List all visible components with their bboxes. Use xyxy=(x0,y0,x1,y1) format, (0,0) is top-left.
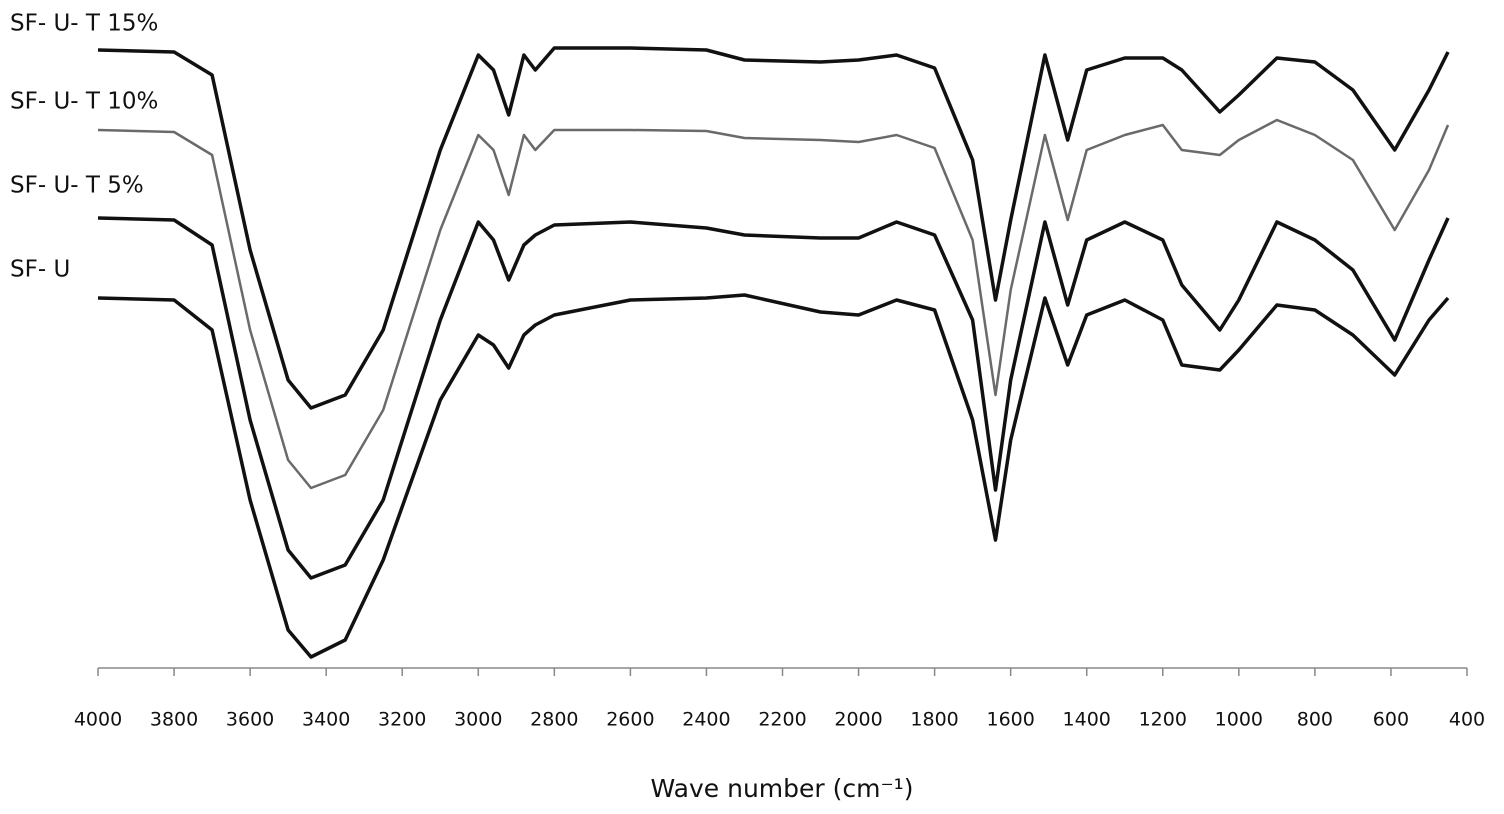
x-tick-label: 2000 xyxy=(834,709,882,731)
x-tick-label: 3800 xyxy=(150,709,198,731)
x-tick-label: 3400 xyxy=(302,709,350,731)
series-label: SF- U xyxy=(10,257,70,283)
spectrum-line xyxy=(97,216,1450,580)
x-tick-label: 2200 xyxy=(758,709,806,731)
x-tick-label: 1200 xyxy=(1139,709,1187,731)
series-label: SF- U- T 15% xyxy=(10,11,158,37)
series-label: SF- U- T 5% xyxy=(10,173,144,199)
spectrum-line xyxy=(97,118,1450,490)
x-tick-label: 400 xyxy=(1449,709,1485,731)
x-tick-label: 3200 xyxy=(378,709,426,731)
x-tick-label: 3000 xyxy=(454,709,502,731)
x-tick-label: 600 xyxy=(1373,709,1409,731)
x-tick-label: 3600 xyxy=(226,709,274,731)
x-tick-label: 1800 xyxy=(910,709,958,731)
x-tick-label: 2800 xyxy=(530,709,578,731)
x-tick-label: 800 xyxy=(1297,709,1333,731)
x-tick-label: 4000 xyxy=(74,709,122,731)
x-tick-label: 1600 xyxy=(986,709,1034,731)
x-tick-label: 2400 xyxy=(682,709,730,731)
x-tick-label: 1400 xyxy=(1063,709,1111,731)
spectrum-line xyxy=(97,293,1450,659)
x-axis-title: Wave number (cm⁻¹) xyxy=(651,774,914,803)
spectrum-line xyxy=(97,46,1450,410)
x-tick-label: 2600 xyxy=(606,709,654,731)
x-tick-label: 1000 xyxy=(1215,709,1263,731)
series-label: SF- U- T 10% xyxy=(10,89,158,115)
